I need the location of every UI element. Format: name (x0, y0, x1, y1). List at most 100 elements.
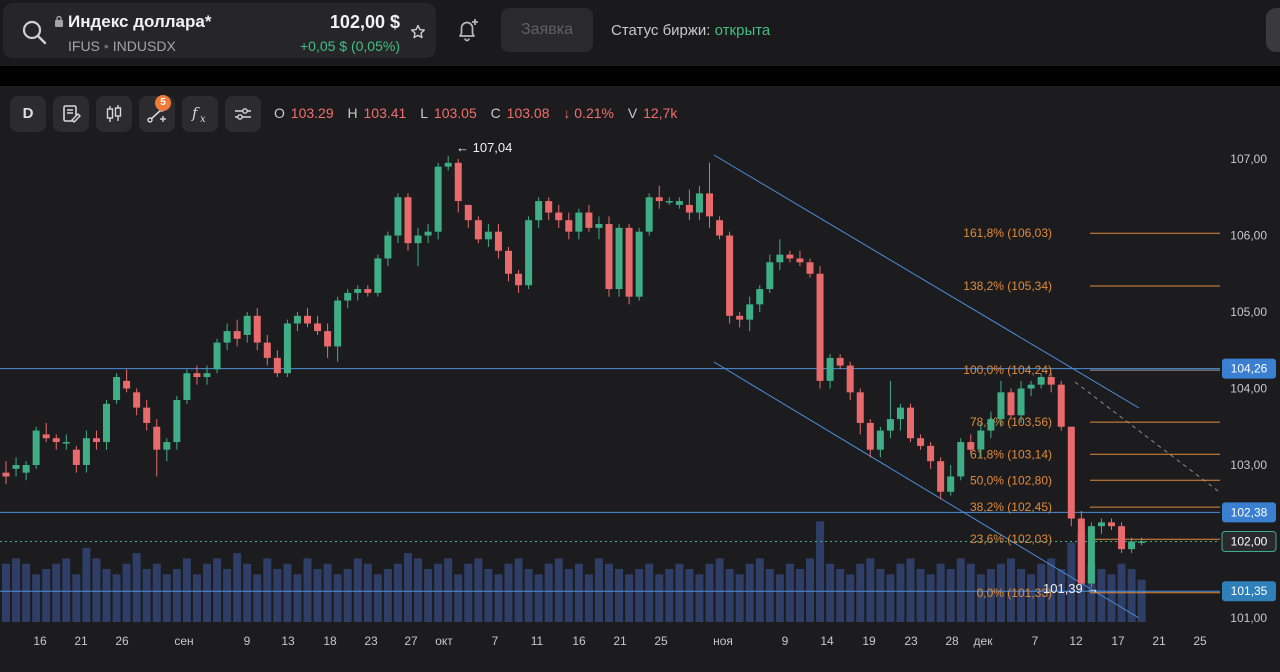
fib-level-label: 100,0% (104,24) (963, 363, 1052, 377)
candle-body (273, 357, 281, 374)
x-axis-tick-label: 16 (33, 634, 47, 648)
volume-bar (404, 553, 412, 622)
bell-add-icon[interactable] (456, 17, 480, 43)
star-icon[interactable] (410, 24, 426, 40)
fib-level-label: 23,6% (102,03) (970, 532, 1052, 546)
volume-bar (313, 569, 322, 622)
candle-body (645, 197, 653, 232)
candle-body (193, 373, 201, 378)
volume-bar (665, 569, 674, 622)
volume-bar (685, 569, 694, 622)
x-axis-tick-label: 9 (782, 634, 789, 648)
svg-text:f: f (191, 104, 200, 122)
candle-body (52, 438, 60, 443)
fib-level-label: 50,0% (102,80) (970, 473, 1052, 487)
candle-body (736, 315, 744, 320)
x-axis-tick-label: 21 (613, 634, 627, 648)
candle-body (1037, 377, 1045, 385)
fib-level-label: 61,8% (103,14) (970, 447, 1052, 461)
volume-bar (775, 574, 784, 622)
indicators-button[interactable]: f x (182, 96, 218, 132)
candle-body (304, 315, 311, 324)
chart-type-button[interactable] (96, 96, 132, 132)
candle-body (2, 472, 10, 477)
candle-body (123, 380, 131, 389)
timeframe-button[interactable]: D (10, 96, 46, 132)
volume-bar (605, 563, 613, 622)
candle-body (1017, 388, 1025, 416)
fib-level-label: 0,0% (101,33) (977, 586, 1052, 600)
volume-bar (434, 563, 443, 622)
volume-bar (554, 558, 563, 622)
price-chart[interactable]: 161,8% (106,03) 138,2% (105,34) 100,0% (10… (0, 86, 1280, 672)
sliders-icon (235, 108, 251, 120)
candle-body (424, 231, 432, 236)
volume-bar (383, 569, 392, 622)
open-label: O (274, 105, 285, 121)
candle-body (665, 201, 673, 203)
volume-bar (2, 563, 10, 622)
volume-bar (243, 563, 252, 622)
candle-body (786, 254, 794, 259)
x-axis-tick-label: 26 (115, 634, 129, 648)
channel-lower-line (713, 361, 1140, 619)
volume-bar (806, 558, 814, 622)
notes-button[interactable] (53, 96, 89, 132)
order-button[interactable]: Заявка (501, 8, 593, 52)
settings-button[interactable] (225, 96, 261, 132)
volume-bar (705, 563, 714, 622)
volume-bar (82, 547, 91, 622)
ticker-name: Индекс доллара* (68, 12, 212, 31)
panel-toggle-button[interactable] (1266, 8, 1280, 52)
candle-body (263, 342, 271, 358)
candle-body (314, 323, 322, 332)
volume-bar (253, 574, 262, 622)
candle-body (233, 331, 241, 339)
volume-bar (544, 563, 553, 622)
candle-body (454, 162, 462, 202)
volume-bar (474, 558, 483, 622)
candle-body (1108, 522, 1115, 527)
candle-body (1027, 384, 1035, 389)
candle-body (1138, 541, 1146, 543)
top-bar: Индекс доллара* IFUS • INDUSDX 102,00 $ +0… (0, 0, 1280, 66)
y-axis-tick-label: 104,00 (1230, 382, 1267, 396)
ticker-card[interactable]: Индекс доллара* IFUS • INDUSDX 102,00 $ +0… (3, 3, 436, 58)
volume-bar (1047, 558, 1056, 622)
candle-body (987, 419, 995, 431)
candle-body (1118, 526, 1126, 550)
x-axis-tick-label: 11 (531, 634, 544, 648)
volume-bar (92, 558, 101, 622)
candle-body (796, 258, 804, 263)
fib-level-label: 138,2% (105,34) (963, 279, 1052, 293)
candle-body (344, 292, 352, 301)
volume-bar (273, 569, 282, 622)
candle-body (444, 162, 452, 167)
volume-bar (916, 569, 925, 622)
volume-bar (514, 558, 523, 622)
volume-bar (836, 569, 845, 622)
volume-bar (675, 563, 684, 622)
volume-bar (936, 563, 945, 622)
volume-bar (393, 563, 402, 622)
volume-bar (524, 569, 533, 622)
x-axis-tick-label: 14 (820, 634, 834, 648)
candle-body (32, 430, 40, 465)
volume-bar (293, 574, 302, 622)
candle-body (515, 273, 523, 286)
candle-body (72, 449, 80, 465)
high-value: 103.41 (363, 105, 407, 121)
candle-body (947, 476, 955, 492)
search-icon[interactable] (21, 19, 47, 45)
x-axis-tick-label: 23 (364, 634, 378, 648)
volume-bar (1017, 569, 1026, 622)
x-axis-tick-label: 9 (244, 634, 251, 648)
volume-bar (142, 569, 151, 622)
low-annotation: 101,39 → (1043, 581, 1099, 596)
volume-bar (926, 574, 935, 622)
candle-body (414, 235, 422, 244)
candle-body (615, 227, 623, 290)
change-value: ↓ 0.21% (563, 105, 614, 121)
x-axis-tick-label: 12 (1069, 634, 1083, 648)
volume-bar (946, 569, 955, 622)
